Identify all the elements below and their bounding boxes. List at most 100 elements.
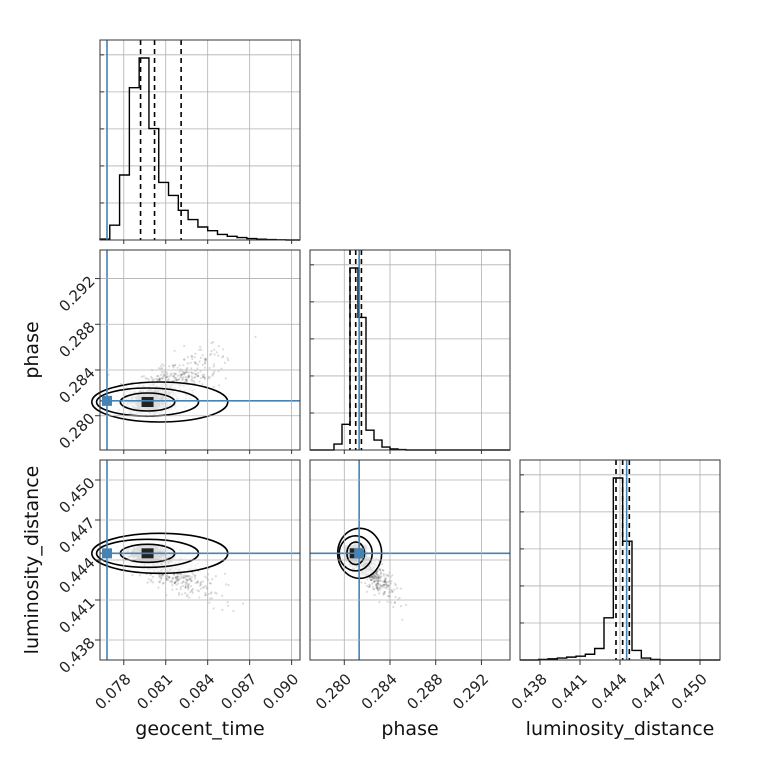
sample-point — [189, 591, 192, 594]
sample-point — [184, 586, 187, 589]
sample-point — [187, 371, 190, 374]
sample-point — [376, 582, 379, 585]
sample-point — [199, 582, 202, 585]
sample-point — [203, 594, 207, 597]
sample-point — [150, 578, 153, 581]
sample-point — [374, 575, 377, 579]
x-tick-label: 0.084 — [175, 670, 218, 713]
sample-point — [225, 583, 228, 586]
sample-point — [404, 603, 407, 607]
sample-point — [368, 576, 371, 579]
x-tick-label: 0.090 — [259, 670, 302, 713]
sample-point — [160, 577, 163, 580]
sample-point — [196, 363, 199, 366]
sample-point — [203, 361, 206, 364]
sample-point — [372, 577, 375, 580]
sample-point — [375, 587, 379, 590]
sample-point — [377, 568, 380, 571]
x-tick-label: 0.081 — [133, 670, 176, 713]
sample-point — [202, 375, 205, 378]
sample-point — [398, 596, 401, 600]
sample-point — [167, 378, 170, 381]
sample-point — [176, 575, 179, 578]
sample-point — [199, 581, 202, 584]
sample-point — [399, 587, 402, 590]
sample-point — [178, 370, 181, 373]
sample-point — [226, 601, 229, 604]
panel-frame — [99, 249, 301, 451]
sample-point — [182, 370, 185, 373]
sample-point — [190, 371, 193, 374]
sample-point — [385, 584, 388, 587]
sample-point — [197, 374, 200, 377]
sample-point — [208, 353, 212, 357]
sample-point — [369, 579, 373, 582]
sample-point — [185, 378, 188, 381]
sample-point — [221, 608, 224, 612]
sample-point — [379, 583, 382, 587]
sample-point — [200, 587, 203, 590]
x-axis-label-geocent_time: geocent_time — [135, 718, 264, 740]
sample-point — [189, 578, 192, 581]
sample-point — [377, 577, 380, 580]
sample-point — [383, 579, 386, 583]
sample-point — [160, 370, 164, 374]
grid — [310, 460, 510, 660]
y-tick-label: 0.288 — [55, 318, 98, 361]
sample-point — [158, 378, 162, 381]
sample-point — [201, 354, 204, 357]
sample-point — [182, 580, 185, 583]
sample-point — [390, 590, 393, 594]
sample-point — [158, 377, 161, 381]
sample-point — [393, 588, 396, 591]
sample-point — [378, 600, 381, 604]
x-tick-label: 0.284 — [358, 670, 401, 713]
sample-point — [156, 375, 159, 378]
sample-point — [146, 581, 149, 584]
sample-point — [374, 577, 377, 580]
sample-point — [371, 577, 374, 580]
sample-point — [185, 579, 188, 583]
sample-point — [376, 575, 379, 578]
sample-point — [212, 385, 215, 389]
sample-point — [176, 575, 179, 578]
sample-point — [185, 371, 188, 374]
sample-point — [166, 372, 169, 376]
sample-point — [381, 580, 384, 583]
sample-point — [376, 585, 379, 589]
sample-point — [175, 579, 178, 582]
sample-point — [149, 573, 152, 576]
sample-point — [210, 352, 213, 355]
sample-point — [203, 375, 206, 379]
sample-point — [210, 591, 213, 594]
sample-point — [382, 592, 385, 595]
sample-point — [178, 578, 181, 581]
sample-point — [365, 584, 368, 588]
x-tick-label: 0.288 — [403, 670, 446, 713]
panel-frame — [309, 249, 511, 451]
sample-point — [158, 367, 161, 370]
sample-point — [374, 572, 377, 575]
sample-point — [151, 377, 154, 380]
x-tick-label: 0.444 — [588, 670, 631, 713]
sample-point — [375, 584, 378, 587]
sample-point — [184, 577, 187, 580]
sample-point — [215, 592, 218, 595]
sample-point — [166, 574, 169, 577]
sample-point — [184, 583, 187, 586]
sample-point — [372, 588, 375, 591]
sample-point — [369, 576, 372, 579]
sample-point — [217, 354, 220, 357]
sample-point — [183, 358, 186, 361]
sample-point — [382, 569, 385, 572]
sample-point — [185, 582, 188, 585]
sample-point — [387, 574, 390, 577]
sample-point — [370, 578, 373, 581]
sample-point — [378, 576, 382, 580]
sample-point — [381, 569, 385, 572]
sample-point — [191, 591, 194, 594]
sample-point — [187, 375, 191, 378]
sample-point — [107, 373, 110, 376]
sample-point — [182, 372, 185, 375]
sample-point — [167, 577, 171, 580]
